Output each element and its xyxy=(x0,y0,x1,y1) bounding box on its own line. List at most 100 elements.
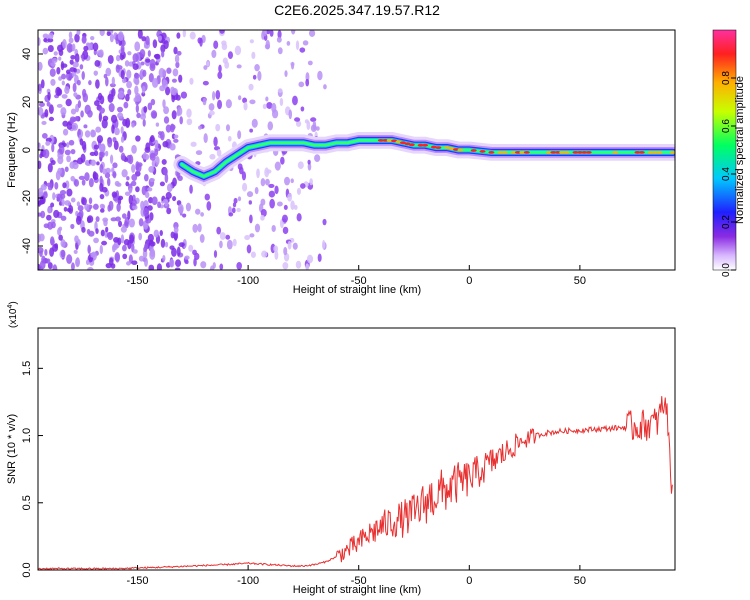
colorbar-tick-label: 0.2 xyxy=(721,215,732,229)
spectrogram-noise-cell xyxy=(38,142,41,151)
spectrogram-noise-cell xyxy=(66,42,73,53)
spectrogram-noise-cell xyxy=(87,244,91,255)
spectrogram-y-tick-label: 0 xyxy=(21,147,33,153)
spectrogram-noise-cell xyxy=(74,115,79,122)
spectrogram-noise-cell xyxy=(120,234,125,244)
spectrogram-noise-cell xyxy=(149,152,156,161)
spectrogram-noise-cell xyxy=(139,49,146,59)
spectrogram-noise-cell xyxy=(111,191,118,198)
spectrogram-noise-cell xyxy=(157,201,162,209)
spectrogram-noise-cell xyxy=(204,193,210,201)
spectrogram-noise-cell xyxy=(226,239,233,250)
svg-text:(x104): (x104) xyxy=(7,301,19,328)
spectrogram-noise-cell xyxy=(38,37,41,46)
spectrogram-noise-cell xyxy=(163,116,170,124)
spectrogram-noise-cell xyxy=(99,244,103,255)
spectrogram-noise-cell xyxy=(45,140,51,146)
spectrogram-noise-cell xyxy=(282,262,289,270)
spectrogram-ridge-peak xyxy=(510,151,517,154)
spectrogram-noise-cell xyxy=(282,226,289,235)
spectrogram-noise-cell xyxy=(43,148,50,159)
spectrogram-noise-cell xyxy=(166,207,172,215)
spectrogram-noise-cell xyxy=(53,51,58,56)
spectrogram-noise-cell xyxy=(72,61,79,68)
spectrogram-noise-cell xyxy=(128,218,136,228)
spectrogram-noise-cell xyxy=(69,59,74,65)
spectrogram-noise-cell xyxy=(104,172,111,179)
spectrogram-noise-cell xyxy=(74,33,80,43)
spectrogram-noise-cell xyxy=(290,200,295,210)
spectrogram-noise-cell xyxy=(151,196,158,206)
spectrogram-noise-cell xyxy=(138,255,145,262)
spectrogram-noise-cell xyxy=(305,263,310,270)
spectrogram-noise-cell xyxy=(228,212,234,217)
spectrogram-noise-cell xyxy=(323,84,327,90)
spectrogram-noise-cell xyxy=(276,36,282,43)
spectrogram-noise-cell xyxy=(265,39,270,50)
spectrogram-noise-cell xyxy=(281,214,288,223)
spectrogram-noise-cell xyxy=(110,114,118,124)
spectrogram-noise-cell xyxy=(153,54,160,59)
spectrogram-noise-cell xyxy=(172,68,179,77)
colorbar-label: Normalized spectral amplitude xyxy=(734,76,746,224)
spectrogram-noise-cell xyxy=(292,242,298,250)
spectrogram-noise-cell xyxy=(144,257,148,267)
spectrogram-noise-cell xyxy=(206,61,210,67)
spectrogram-y-tick-label: 40 xyxy=(21,48,33,60)
spectrogram-ridge-peak xyxy=(647,151,654,154)
spectrogram-noise-cell xyxy=(225,124,231,132)
spectrogram-noise-cell xyxy=(162,69,167,77)
spectrogram-noise-cell xyxy=(131,174,138,182)
snr-x-tick-label: 50 xyxy=(574,575,586,587)
spectrogram-noise-cell xyxy=(306,254,314,264)
spectrogram-noise-cell xyxy=(296,213,302,222)
spectrogram-ridge-peak xyxy=(581,151,588,154)
spectrogram-noise-cell xyxy=(61,198,65,207)
spectrogram-ridge-peak xyxy=(457,148,464,152)
spectrogram-noise-cell xyxy=(111,76,115,85)
spectrogram-noise-cell xyxy=(269,30,274,37)
spectrogram-noise-cell xyxy=(219,232,226,240)
spectrogram-noise-cell xyxy=(75,257,80,267)
spectrogram-panel: -150 -100 -50 0 50 -40 -20 0 20 40 Height of str… xyxy=(6,29,676,296)
spectrogram-noise-cell xyxy=(165,86,171,96)
spectrogram-noise-cell xyxy=(237,95,242,101)
spectrogram-noise-cell xyxy=(70,108,77,115)
spectrogram-noise-cell xyxy=(61,73,67,80)
spectrogram-noise-cell xyxy=(58,226,63,231)
spectrogram-noise-cell xyxy=(248,200,252,205)
spectrogram-noise-cell xyxy=(140,200,145,211)
spectrogram-noise-cell xyxy=(59,189,67,195)
spectrogram-ridge-peak xyxy=(422,143,429,147)
spectrogram-noise-cell xyxy=(127,239,132,250)
colorbar: 0.0 0.2 0.4 0.6 0.8 Normalized spectral ampl… xyxy=(712,29,746,277)
spectrogram-noise-cell xyxy=(47,44,54,53)
spectrogram-noise-cell xyxy=(84,172,90,182)
spectrogram-noise-cell xyxy=(163,106,170,115)
spectrogram-noise-cell xyxy=(173,226,179,234)
spectrogram-noise-cell xyxy=(208,110,215,116)
spectrogram-noise-cell xyxy=(100,229,105,237)
spectrogram-noise-cell xyxy=(105,263,112,269)
spectrogram-noise-cell xyxy=(78,175,86,181)
spectrogram-noise-cell xyxy=(188,244,194,252)
spectrogram-ridge-peak xyxy=(638,151,645,154)
spectrogram-noise-cell xyxy=(176,246,181,257)
spectrogram-noise-cell xyxy=(208,103,215,111)
spectrogram-noise-cell xyxy=(295,260,302,269)
spectrogram-noise-cell xyxy=(161,158,167,165)
spectrogram-noise-cell xyxy=(80,153,86,163)
spectrogram-noise-cell xyxy=(149,212,154,221)
spectrogram-noise-cell xyxy=(86,228,91,235)
spectrogram-noise-cell xyxy=(43,37,48,43)
spectrogram-noise-cell xyxy=(153,229,160,238)
spectrogram-noise-cell xyxy=(70,223,75,230)
spectrogram-noise-cell xyxy=(149,136,155,143)
spectrogram-noise-cell xyxy=(189,184,193,194)
spectrogram-noise-cell xyxy=(132,199,137,207)
spectrogram-noise-cell xyxy=(249,233,255,238)
spectrogram-noise-cell xyxy=(254,186,259,195)
spectrogram-noise-cell xyxy=(193,257,197,267)
spectrogram-noise-cell xyxy=(176,32,181,39)
spectrogram-noise-cell xyxy=(50,236,55,246)
